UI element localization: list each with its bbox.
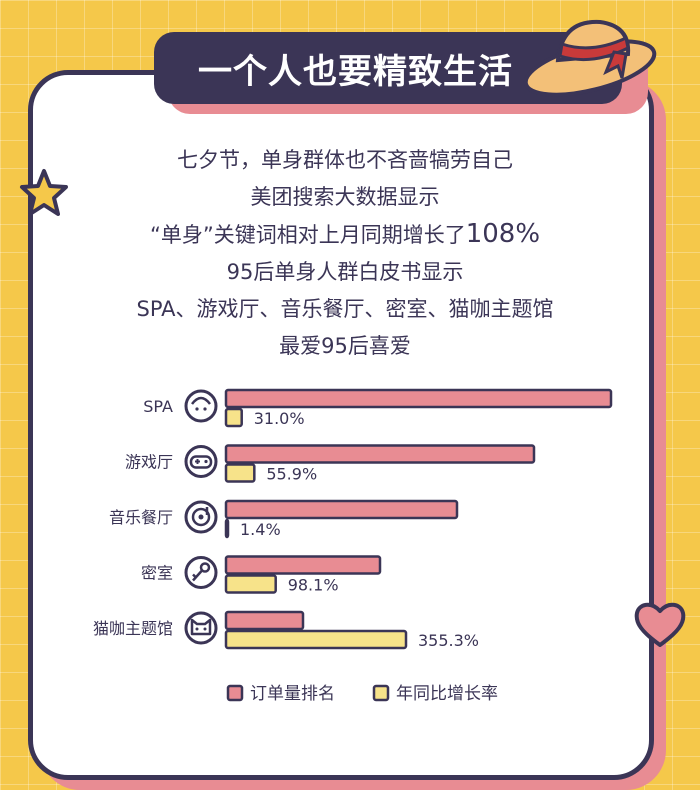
rank-bar-4 [224, 610, 305, 631]
star-icon [20, 169, 68, 216]
gamepad-body [189, 455, 213, 469]
cat-eye [203, 627, 207, 631]
category-icon-0 [184, 389, 218, 423]
disc-center [198, 514, 204, 520]
heart-icon [634, 602, 686, 647]
rank-bar-1 [224, 444, 536, 464]
growth-value-label-2: 1.4% [240, 520, 281, 539]
content-card [28, 70, 654, 780]
desc-line-3-text: “单身”关键词相对上月同期增长了 [149, 223, 466, 247]
desc-line-2: 美团搜索大数据显示 [250, 185, 440, 209]
description: 七夕节，单身群体也不吝啬犒劳自己 美团搜索大数据显示 “单身”关键词相对上月同期… [60, 142, 630, 365]
face-hair [191, 396, 211, 405]
category-label-4: 猫咖主题馆 [93, 619, 173, 638]
growth-value-label-1: 55.9% [266, 465, 317, 484]
gamepad-dpad [195, 459, 200, 464]
category-icon-4 [184, 611, 218, 645]
page-title: 一个人也要精致生活 [198, 51, 513, 92]
category-label-3: 密室 [141, 564, 173, 583]
cat-eye [195, 627, 199, 631]
desc-line-4: 95后单身人群白皮书显示 [226, 260, 464, 284]
desc-line-5: SPA、游戏厅、音乐餐厅、密室、猫咖主题馆 [136, 297, 554, 321]
disc-ring [191, 507, 211, 527]
growth-value-label-4: 355.3% [418, 631, 479, 650]
category-label-0: SPA [143, 397, 173, 416]
growth-value-label-3: 98.1% [288, 576, 339, 595]
category-icon-1 [184, 445, 218, 478]
straw-hat-icon [523, 19, 657, 97]
category-label-1: 游戏厅 [125, 453, 173, 472]
legend-swatch-growth [372, 684, 390, 702]
cat-head [190, 618, 212, 636]
growth-bar-2 [224, 518, 230, 539]
growth-value-label-0: 31.0% [254, 409, 305, 428]
rank-bar-2 [224, 499, 459, 520]
growth-bar-4 [224, 629, 408, 650]
desc-line-1: 七夕节，单身群体也不吝啬犒劳自己 [177, 148, 513, 172]
rank-bar-3 [224, 555, 382, 575]
face-eye [203, 407, 207, 411]
legend-label-rank: 订单量排名 [250, 684, 335, 704]
legend-swatch-rank [226, 684, 244, 702]
key-bow [199, 562, 211, 573]
legend-label-growth: 年同比增长率 [396, 684, 498, 704]
rank-bar-0 [224, 388, 613, 409]
gamepad-button [204, 459, 208, 464]
growth-bar-3 [224, 574, 277, 594]
desc-line-6: 最爱95后喜爱 [279, 334, 411, 358]
key-shaft [192, 569, 203, 582]
desc-line-3: “单身”关键词相对上月同期增长了108% [60, 216, 630, 254]
growth-bar-1 [224, 463, 256, 483]
growth-bar-0 [224, 407, 243, 428]
face-eye [195, 407, 199, 411]
desc-line-3-value: 108% [465, 219, 541, 249]
category-label-2: 音乐餐厅 [109, 508, 173, 527]
